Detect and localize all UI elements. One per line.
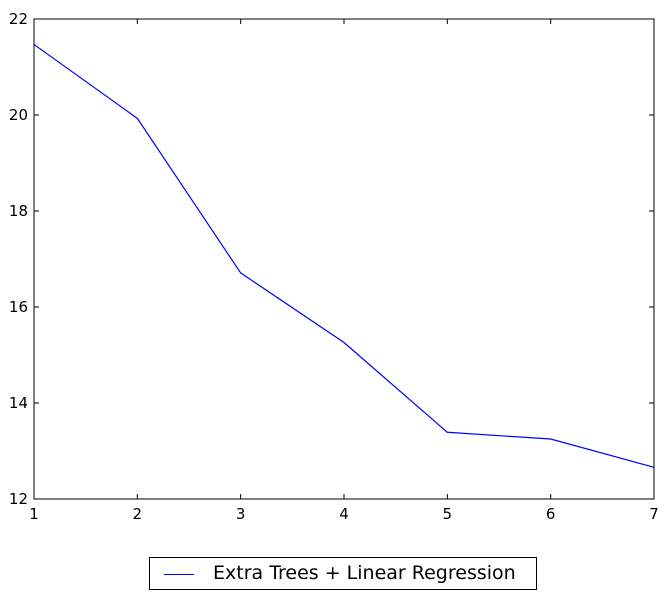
y-tick-label: 12 <box>9 490 28 508</box>
y-tick-label: 20 <box>9 106 28 124</box>
legend-label-extra-trees-linear-regression: Extra Trees + Linear Regression <box>213 562 516 584</box>
ticks-layer <box>33 18 655 500</box>
y-tick-label: 16 <box>9 298 28 316</box>
x-tick-label: 3 <box>236 505 246 523</box>
series-layer <box>33 43 655 468</box>
x-tick-label: 5 <box>443 505 453 523</box>
y-tick-label: 14 <box>9 394 28 412</box>
legend-line-swatch <box>164 574 194 575</box>
plot-frame <box>33 18 655 500</box>
y-tick-label: 18 <box>9 202 28 220</box>
x-tick-label: 6 <box>546 505 556 523</box>
x-tick-label: 1 <box>29 505 39 523</box>
x-tick-label: 4 <box>339 505 349 523</box>
y-tick-label: 22 <box>9 10 28 28</box>
x-tick-label: 2 <box>133 505 143 523</box>
series-line-extra-trees-linear-regression <box>33 43 655 468</box>
legend: Extra Trees + Linear Regression <box>149 557 537 590</box>
x-tick-label: 7 <box>649 505 659 523</box>
